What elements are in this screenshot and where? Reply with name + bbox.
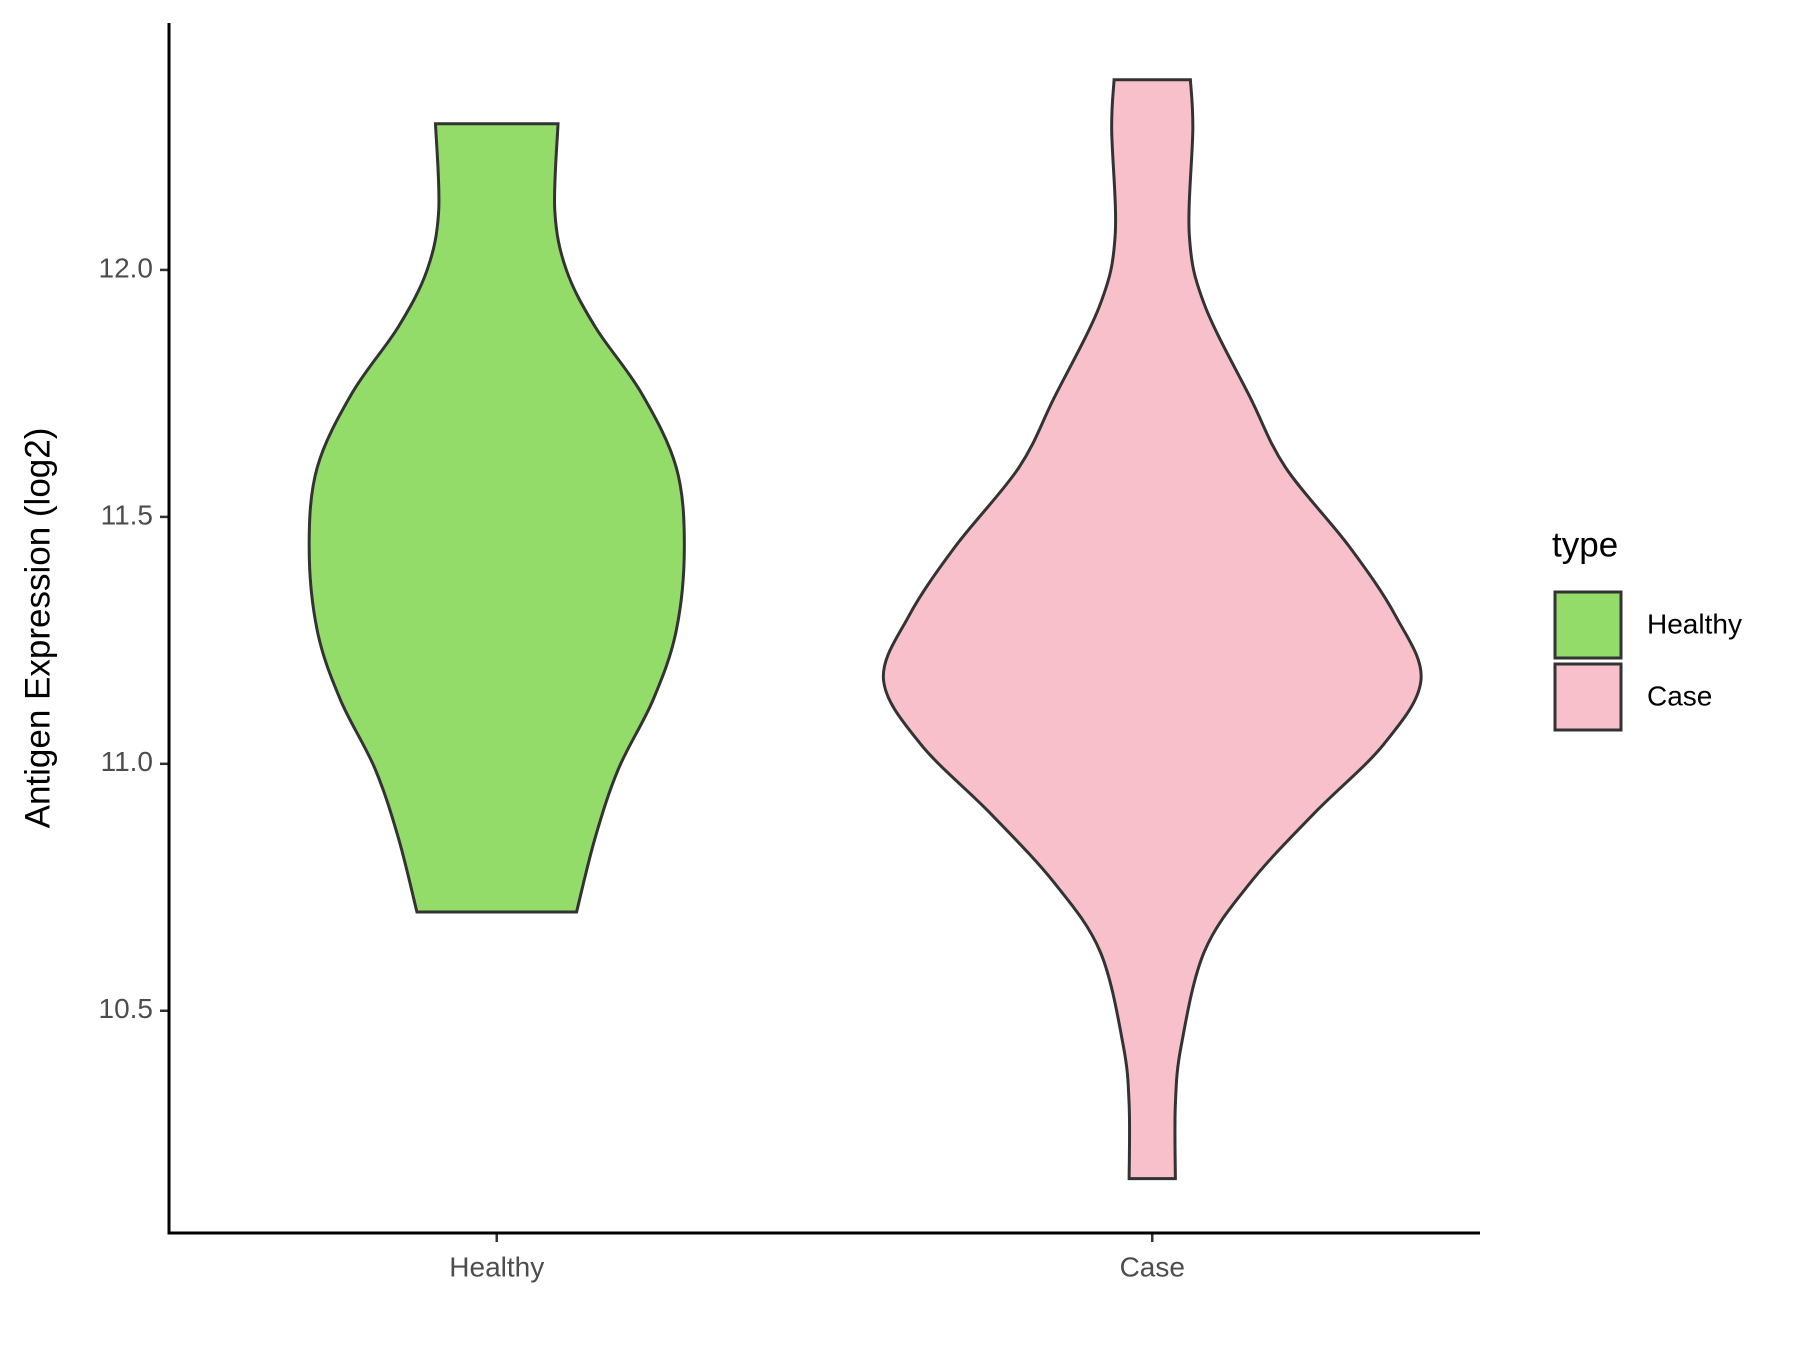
legend-title: type (1552, 525, 1618, 564)
violin (307, 122, 686, 914)
legend-key (1553, 590, 1623, 660)
x-tick-label: Case (1120, 1251, 1185, 1282)
y-tick-label: 10.5 (99, 993, 154, 1024)
y-axis-title: Antigen Expression (log2) (18, 428, 57, 829)
legend-label: Healthy (1647, 608, 1742, 639)
y-tick-label: 11.5 (101, 499, 153, 530)
y-tick-label: 11.0 (101, 746, 153, 777)
x-tick-label: Healthy (449, 1251, 544, 1282)
legend-key (1553, 662, 1623, 732)
y-tick-label: 12.0 (99, 252, 154, 283)
violin (881, 78, 1423, 1181)
legend-label: Case (1647, 680, 1712, 711)
